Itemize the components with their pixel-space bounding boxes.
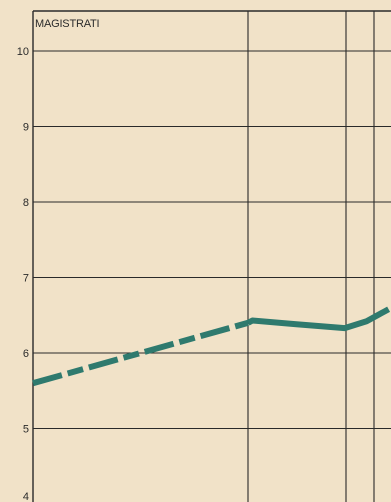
y-tick-labels: 4 5 6 7 8 9 10 xyxy=(17,46,29,502)
series-line-dashed xyxy=(32,319,249,387)
series-line-solid xyxy=(246,306,391,332)
gridlines xyxy=(32,10,391,502)
y-tick-label: 9 xyxy=(23,122,29,134)
y-tick-label: 8 xyxy=(23,197,29,209)
y-tick-label: 5 xyxy=(23,424,29,436)
data-series xyxy=(32,306,391,387)
y-tick-label: 6 xyxy=(23,348,29,360)
y-tick-label: 7 xyxy=(23,273,29,285)
y-tick-label: 4 xyxy=(23,491,29,502)
y-tick-label: 10 xyxy=(17,46,29,58)
chart-title: MAGISTRATI xyxy=(35,18,100,30)
